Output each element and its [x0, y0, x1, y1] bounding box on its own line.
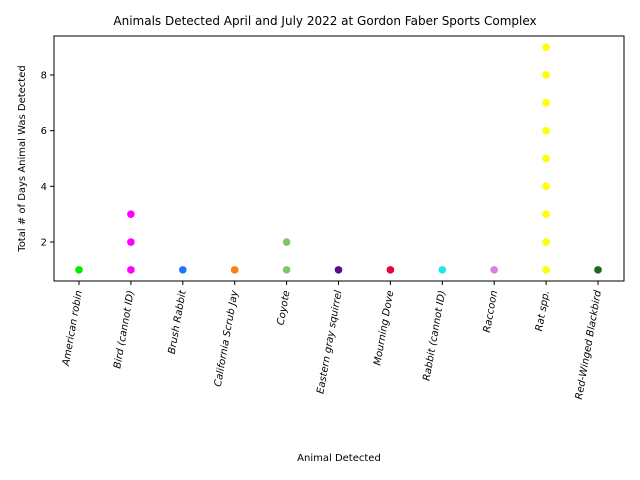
data-point-rat-spp — [542, 182, 550, 191]
data-point-rat-spp — [542, 238, 550, 246]
data-point-rat-spp — [542, 71, 550, 79]
data-point-rat-spp — [542, 43, 550, 51]
y-tick-label: 8 — [41, 70, 47, 81]
data-point-rabbit-cannot-id — [438, 266, 447, 274]
chart-title: Animals Detected April and July 2022 at … — [113, 14, 536, 28]
data-point-eastern-gray-squirrel — [334, 266, 343, 274]
data-point-rat-spp — [542, 210, 550, 218]
data-point-raccoon — [490, 266, 499, 274]
x-axis-label: Animal Detected — [297, 453, 381, 464]
plot-frame — [53, 35, 625, 282]
data-point-bird-cannot-id — [127, 238, 135, 246]
data-point-california-scrub-jay — [230, 266, 239, 274]
y-tick-label: 6 — [41, 126, 47, 137]
y-tick-label: 2 — [41, 238, 47, 249]
y-axis-label: Total # of Days Animal Was Detected — [17, 65, 28, 252]
data-point-brush-rabbit — [179, 266, 187, 274]
data-point-bird-cannot-id — [127, 210, 135, 218]
data-point-rat-spp — [542, 266, 550, 274]
data-point-bird-cannot-id — [127, 266, 135, 274]
data-point-rat-spp — [542, 99, 550, 107]
data-point-rat-spp — [542, 126, 550, 135]
y-tick-label: 4 — [41, 182, 47, 193]
data-point-rat-spp — [542, 154, 550, 163]
data-point-american-robin — [75, 266, 83, 274]
data-point-coyote — [282, 266, 291, 274]
data-point-red-winged-blackbird — [594, 266, 602, 274]
data-point-coyote — [282, 238, 291, 246]
data-point-mourning-dove — [386, 266, 395, 274]
